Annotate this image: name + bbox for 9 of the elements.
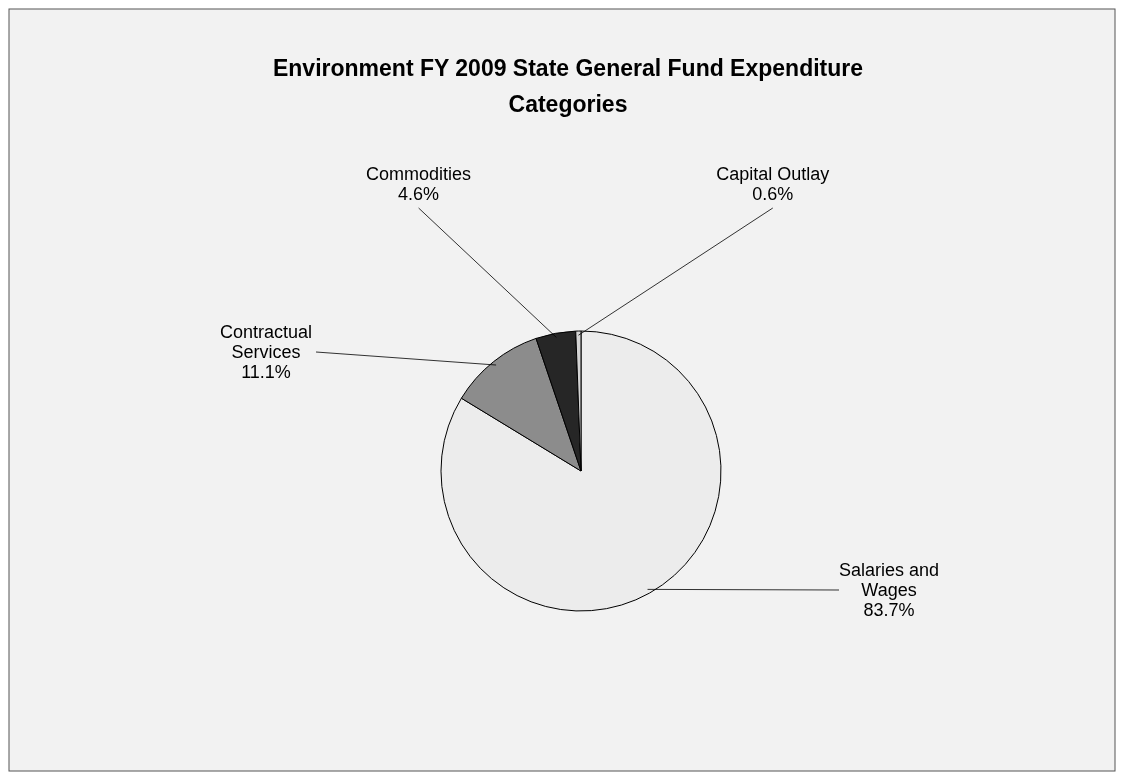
slice-label: Contractual Services [219,322,313,362]
slice-label: Salaries and Wages [838,560,940,600]
data-label: 83.7% [863,600,915,620]
data-label: 11.1% [241,362,291,382]
data-label: 4.6% [398,184,440,204]
chart-title: Environment FY 2009 State General Fund Expenditure Categories [272,55,864,117]
slice-label: Capital Outlay [716,164,830,184]
data-label: 0.6% [752,184,794,204]
slice-label: Commodities [366,164,472,184]
